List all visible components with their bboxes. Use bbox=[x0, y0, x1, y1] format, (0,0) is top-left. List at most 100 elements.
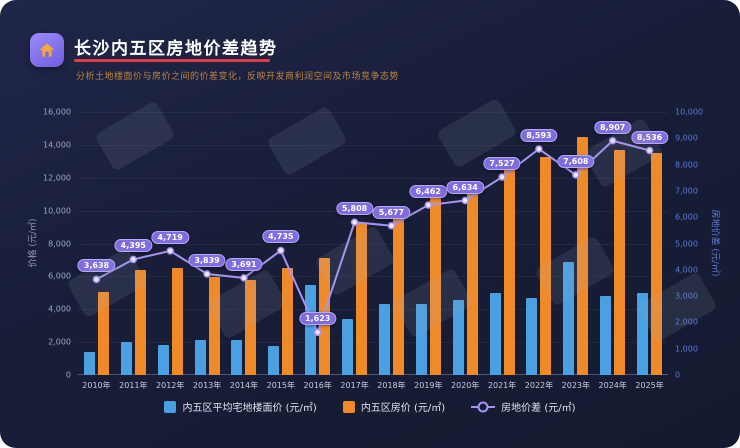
gridline bbox=[78, 177, 668, 179]
legend-swatch-bar-icon bbox=[164, 400, 177, 413]
gap-value-label: 1,623 bbox=[299, 312, 337, 326]
legend-label: 内五区平均宅地楼面价 (元/㎡) bbox=[182, 403, 317, 414]
legend-label: 房地价差 (元/㎡) bbox=[501, 403, 576, 414]
x-axis-label: 2012年 bbox=[156, 381, 185, 390]
right-axis-tick-label: 1,000 bbox=[675, 344, 698, 354]
right-axis-title: 房地价差 (元/㎡) bbox=[709, 209, 720, 277]
gap-line-marker bbox=[387, 221, 396, 230]
bar-land-floor-price bbox=[231, 340, 243, 375]
x-axis-label: 2025年 bbox=[635, 381, 664, 390]
gap-value-label: 3,638 bbox=[77, 259, 116, 273]
bar-land-floor-price bbox=[526, 297, 538, 375]
gap-value-label: 5,808 bbox=[335, 202, 374, 216]
price-gap-chart: 0 2,000 4,000 6,000 8,000 10,000 12,000 14,000 1… bbox=[43, 108, 703, 391]
left-axis-tick-label: 2,000 bbox=[48, 337, 71, 347]
legend-swatch-bar-icon bbox=[342, 400, 355, 413]
legend-item-1[interactable]: 内五区房价 (元/㎡) bbox=[342, 399, 446, 414]
gap-line-marker bbox=[240, 274, 248, 282]
house-glyph bbox=[39, 43, 55, 57]
left-axis-tick-label: 8,000 bbox=[48, 239, 71, 248]
left-axis-tick-label: 12,000 bbox=[43, 173, 71, 183]
left-axis-tick-label: 14,000 bbox=[43, 140, 71, 150]
page-title: 长沙内五区房地价差趋势 bbox=[74, 39, 278, 59]
bar-land-floor-price bbox=[600, 296, 612, 375]
gap-value-label: 7,527 bbox=[483, 157, 521, 171]
right-axis-tick-label: 7,000 bbox=[675, 186, 698, 196]
gap-value-label: 7,608 bbox=[557, 154, 595, 168]
gridline bbox=[78, 309, 668, 311]
gap-line-marker bbox=[535, 145, 543, 153]
right-axis-tick-label: 9,000 bbox=[675, 133, 698, 143]
x-axis-label: 2020年 bbox=[451, 381, 480, 390]
gap-line-marker bbox=[461, 196, 469, 205]
bar-land-floor-price bbox=[268, 346, 280, 375]
gap-line-marker bbox=[608, 136, 617, 145]
bar-house-price bbox=[392, 210, 404, 375]
bar-land-floor-price bbox=[637, 292, 649, 375]
bar-house-price bbox=[282, 268, 294, 375]
gap-line-marker bbox=[129, 255, 138, 264]
gap-value-label: 4,395 bbox=[114, 239, 152, 253]
right-axis-tick-label: 3,000 bbox=[675, 291, 698, 301]
gap-value-label: 8,536 bbox=[630, 130, 669, 144]
legend-swatch-line-icon bbox=[471, 401, 496, 412]
bar-house-price bbox=[466, 190, 478, 375]
bar-house-price bbox=[356, 223, 368, 375]
gridline bbox=[78, 112, 668, 113]
legend-swatch-line-dot-icon bbox=[477, 401, 489, 412]
bar-land-floor-price bbox=[563, 261, 575, 375]
gap-value-label: 5,677 bbox=[372, 205, 411, 219]
right-axis-tick-label: 0 bbox=[675, 370, 681, 380]
right-axis-tick-label: 5,000 bbox=[675, 239, 698, 248]
x-axis-label: 2014年 bbox=[229, 381, 259, 390]
x-axis-label: 2016年 bbox=[303, 381, 332, 390]
gap-line-marker bbox=[203, 270, 211, 278]
bar-land-floor-price bbox=[378, 303, 390, 375]
chart-legend: 内五区平均宅地楼面价 (元/㎡) 内五区房价 (元/㎡) 房地价差 (元/㎡) bbox=[0, 399, 740, 414]
gap-line-marker bbox=[645, 146, 654, 155]
x-axis-label: 2017年 bbox=[340, 381, 369, 390]
title-underline bbox=[74, 59, 270, 62]
gap-value-label: 6,462 bbox=[409, 185, 447, 199]
gridline bbox=[78, 276, 668, 278]
x-axis-line bbox=[78, 374, 668, 375]
x-axis-label: 2024年 bbox=[598, 381, 627, 390]
legend-label: 内五区房价 (元/㎡) bbox=[360, 403, 446, 414]
gridline bbox=[78, 144, 668, 146]
right-axis-tick-label: 8,000 bbox=[675, 160, 698, 170]
right-axis-tick-label: 6,000 bbox=[675, 212, 698, 222]
bar-house-price bbox=[97, 292, 109, 375]
gap-line-marker bbox=[572, 171, 580, 179]
bar-house-price bbox=[208, 276, 220, 375]
page-subtitle: 分析土地楼面价与房价之间的价差变化，反映开发商利润空间及市场竞争态势 bbox=[76, 72, 400, 82]
gap-line-marker bbox=[277, 246, 285, 255]
legend-item-0[interactable]: 内五区平均宅地楼面价 (元/㎡) bbox=[164, 399, 317, 414]
bar-land-floor-price bbox=[489, 292, 501, 375]
bar-land-floor-price bbox=[194, 339, 206, 375]
gap-line-marker bbox=[313, 328, 322, 337]
gap-value-label: 6,634 bbox=[446, 180, 484, 194]
bar-house-price bbox=[651, 152, 663, 375]
bar-house-price bbox=[171, 267, 183, 375]
gap-line-marker bbox=[424, 201, 433, 209]
bar-house-price bbox=[134, 269, 146, 375]
gap-value-label: 8,907 bbox=[594, 120, 632, 134]
left-axis-tick-label: 16,000 bbox=[43, 107, 71, 117]
left-axis-title: 价格 (元/㎡) bbox=[28, 218, 39, 268]
bar-land-floor-price bbox=[157, 345, 169, 375]
right-axis-tick-label: 4,000 bbox=[675, 265, 698, 275]
gap-line-marker bbox=[498, 173, 506, 181]
legend-item-2[interactable]: 房地价差 (元/㎡) bbox=[471, 399, 576, 414]
left-axis-tick-label: 10,000 bbox=[43, 206, 71, 216]
x-axis-label: 2019年 bbox=[414, 381, 443, 390]
gap-line-marker bbox=[166, 247, 174, 255]
bar-land-floor-price bbox=[305, 284, 317, 375]
x-axis-label: 2011年 bbox=[119, 381, 148, 390]
left-axis-tick-label: 6,000 bbox=[48, 271, 71, 281]
x-axis-label: 2010年 bbox=[82, 381, 111, 390]
bar-house-price bbox=[245, 279, 257, 375]
bar-house-price bbox=[429, 198, 441, 375]
gap-value-label: 4,719 bbox=[151, 230, 189, 244]
right-axis-tick-label: 2,000 bbox=[675, 317, 698, 327]
